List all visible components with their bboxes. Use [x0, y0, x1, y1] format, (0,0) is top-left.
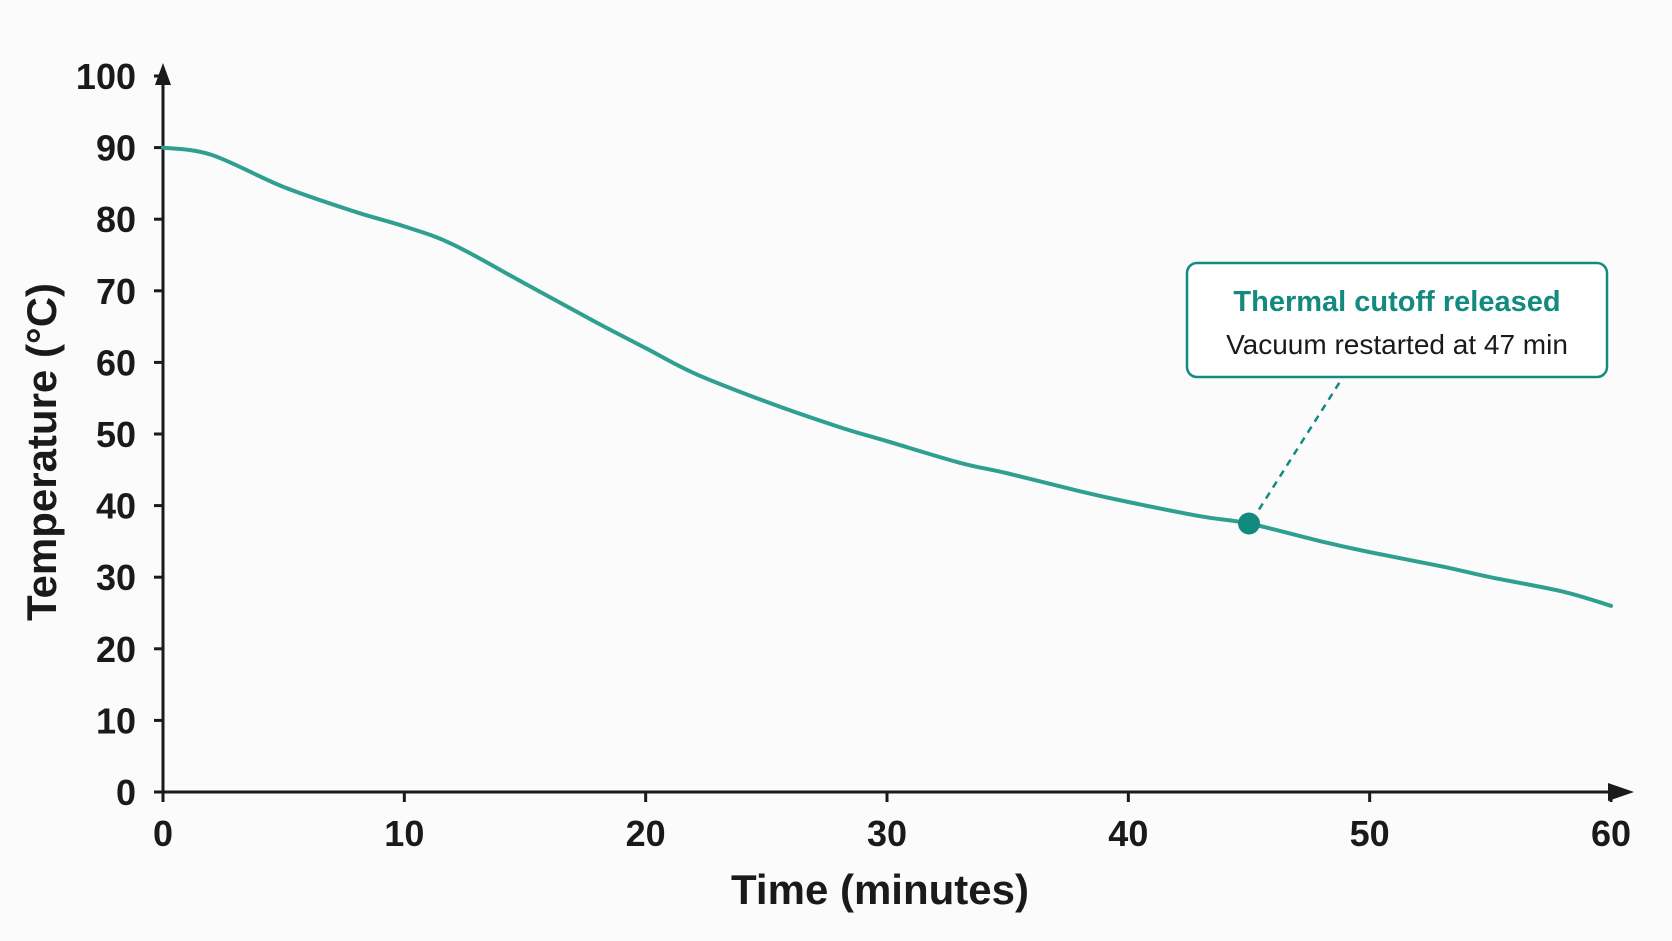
y-tick-label: 50 [96, 414, 136, 455]
y-tick-label: 40 [96, 486, 136, 527]
x-tick-label: 60 [1591, 813, 1631, 854]
x-tick-label: 20 [626, 813, 666, 854]
y-tick-label: 0 [116, 772, 136, 813]
y-tick-label: 80 [96, 199, 136, 240]
y-axis-title: Temperature (°C) [18, 283, 65, 621]
x-axis-ticks: 0 10 20 30 40 50 60 [153, 792, 1631, 854]
y-tick-label: 20 [96, 629, 136, 670]
y-tick-label: 30 [96, 557, 136, 598]
y-tick-label: 100 [76, 56, 136, 97]
x-tick-label: 50 [1350, 813, 1390, 854]
y-tick-label: 60 [96, 342, 136, 383]
annotation-text: Vacuum restarted at 47 min [1226, 329, 1568, 360]
x-axis-title: Time (minutes) [731, 866, 1029, 913]
y-tick-label: 90 [96, 128, 136, 169]
x-axis-arrowhead [1608, 783, 1634, 801]
temperature-series-line [161, 145, 1613, 608]
y-axis-ticks: 0 10 20 30 40 50 60 70 80 90 100 [76, 56, 163, 813]
x-tick-label: 30 [867, 813, 907, 854]
y-tick-label: 70 [96, 271, 136, 312]
x-tick-label: 0 [153, 813, 173, 854]
x-tick-label: 10 [384, 813, 424, 854]
x-tick-label: 40 [1108, 813, 1148, 854]
annotation-leader-line [1257, 376, 1345, 511]
y-tick-label: 10 [96, 700, 136, 741]
annotation-marker-point [1238, 512, 1260, 535]
annotation-box [1185, 261, 1609, 379]
y-axis-arrowhead [155, 63, 171, 85]
annotation-title: Thermal cutoff released [1233, 286, 1560, 318]
